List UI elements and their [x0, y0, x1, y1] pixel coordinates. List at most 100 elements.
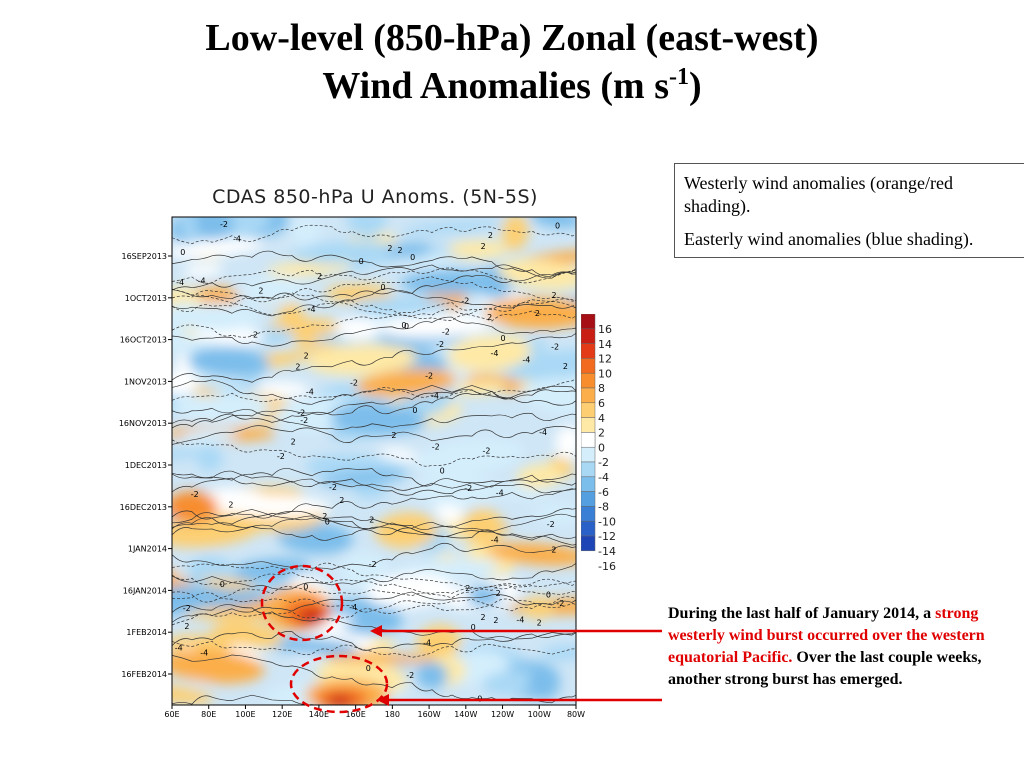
- colorbar-label: 2: [598, 427, 605, 440]
- y-tick-label: 1FEB2014: [126, 628, 167, 637]
- contour-label: 2: [295, 363, 300, 372]
- anomaly-patch: [172, 370, 199, 396]
- contour-label: 0: [359, 257, 364, 266]
- contour-label: -4: [176, 278, 184, 287]
- colorbar-label: -4: [598, 471, 609, 484]
- anomaly-patch: [352, 482, 388, 500]
- y-tick-label: 1DEC2013: [125, 461, 167, 470]
- contour-label: 2: [537, 619, 542, 628]
- colorbar-swatch: [581, 343, 596, 359]
- contour-label: 0: [501, 334, 506, 343]
- contour-label: -4: [306, 387, 314, 396]
- contour-line: [172, 562, 576, 590]
- anomaly-patch: [487, 542, 576, 566]
- contour-label: -2: [442, 328, 450, 337]
- anomaly-patch: [267, 637, 359, 656]
- contour-label: -4: [516, 615, 524, 624]
- contour-label: -2: [277, 452, 285, 461]
- contour-label: 2: [317, 272, 322, 281]
- easterly-note: Easterly wind anomalies (blue shading).: [684, 229, 974, 249]
- contour-label: -2: [369, 560, 377, 569]
- contour-label: 0: [401, 321, 406, 330]
- anomaly-patch: [335, 318, 380, 341]
- y-tick-label: 16SEP2013: [122, 252, 168, 261]
- contour-label: 0: [366, 664, 371, 673]
- title-line-2-end: ): [688, 65, 702, 107]
- anomaly-patch: [351, 297, 451, 316]
- title-line-1: Low-level (850-hPa) Zonal (east-west): [205, 17, 819, 59]
- anomaly-patch: [415, 661, 448, 690]
- x-tick-label: 160W: [417, 710, 440, 719]
- anomaly-patch: [447, 240, 508, 259]
- colorbar-swatch: [581, 358, 596, 374]
- contour-line: [172, 513, 576, 536]
- colorbar-label: 12: [598, 353, 612, 366]
- y-tick-label: 1JAN2014: [128, 545, 167, 554]
- colorbar-label: 0: [598, 441, 605, 454]
- anomaly-patch: [279, 302, 304, 332]
- contour-label: 2: [258, 286, 263, 295]
- anomaly-patch: [239, 275, 307, 305]
- anomaly-patch: [172, 586, 266, 608]
- contour-label: -2: [461, 296, 469, 305]
- anomaly-patch: [414, 438, 525, 476]
- contour-line: [172, 379, 576, 405]
- anomaly-patch: [555, 425, 576, 460]
- anomaly-patch: [325, 284, 393, 303]
- title-line-2-text: Wind Anomalies (m s: [322, 65, 669, 107]
- contour-line: [172, 488, 576, 528]
- westerly-note: Westerly wind anomalies (orange/red shad…: [684, 173, 953, 216]
- colorbar-swatch: [581, 372, 596, 389]
- contour-label: -4: [308, 305, 316, 314]
- x-tick-label: 80W: [567, 710, 585, 719]
- anomaly-patch: [416, 624, 462, 659]
- contour-label: -4: [198, 276, 206, 285]
- contour-label: 2: [563, 362, 568, 371]
- contour-label: 0: [546, 590, 551, 599]
- colorbar-swatch: [581, 476, 596, 492]
- contour-label: -2: [350, 378, 358, 387]
- contour-label: 0: [471, 623, 476, 632]
- colorbar-label: -16: [598, 560, 616, 573]
- contour-label: 2: [391, 431, 396, 440]
- contour-label: 0: [477, 694, 482, 703]
- x-tick-label: 160E: [345, 710, 365, 719]
- contour-line: [172, 276, 576, 312]
- anomaly-patch: [484, 297, 576, 329]
- contour-label: -4: [200, 648, 208, 657]
- anomaly-patch: [366, 574, 454, 608]
- anomaly-patch: [257, 381, 310, 397]
- x-tick-label: 80E: [201, 710, 216, 719]
- anomaly-patch: [516, 464, 563, 489]
- contour-label: -2: [432, 443, 440, 452]
- colorbar-label: -10: [598, 515, 616, 528]
- contour-label: 2: [398, 246, 403, 255]
- contour-line: [172, 288, 576, 317]
- anomaly-patch: [320, 470, 405, 486]
- colorbar-swatch: [581, 402, 596, 418]
- contour-line: [172, 439, 576, 467]
- contour-label: -2: [297, 408, 305, 417]
- contour-label: 2: [535, 309, 540, 318]
- contour-line: [172, 477, 576, 496]
- contour-line: [172, 509, 576, 541]
- plot-frame: [171, 216, 577, 706]
- contour-line: [172, 591, 576, 623]
- contour-label: 2: [551, 291, 556, 300]
- contour-label: 2: [291, 438, 296, 447]
- colorbar-swatch: [581, 314, 596, 330]
- contour-label: -4: [490, 349, 498, 358]
- contour-label: -2: [300, 416, 308, 425]
- contour-label: 0: [180, 248, 185, 257]
- anomaly-patch: [323, 653, 435, 664]
- colorbar-swatch: [581, 446, 596, 463]
- contour-label: -4: [496, 488, 504, 497]
- anomaly-patch: [196, 445, 223, 472]
- contour-label: 2: [496, 589, 501, 598]
- contour-line: [172, 378, 576, 403]
- x-tick-label: 180: [385, 710, 400, 719]
- contour-label: 0: [440, 467, 445, 476]
- contour-label: 2: [551, 546, 556, 555]
- colorbar-swatch: [581, 520, 596, 537]
- anomaly-patch: [378, 314, 491, 338]
